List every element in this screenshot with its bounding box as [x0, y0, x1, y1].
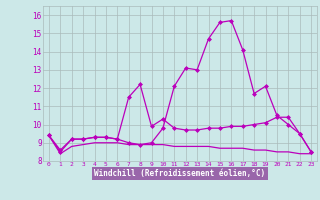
X-axis label: Windchill (Refroidissement éolien,°C): Windchill (Refroidissement éolien,°C): [94, 169, 266, 178]
